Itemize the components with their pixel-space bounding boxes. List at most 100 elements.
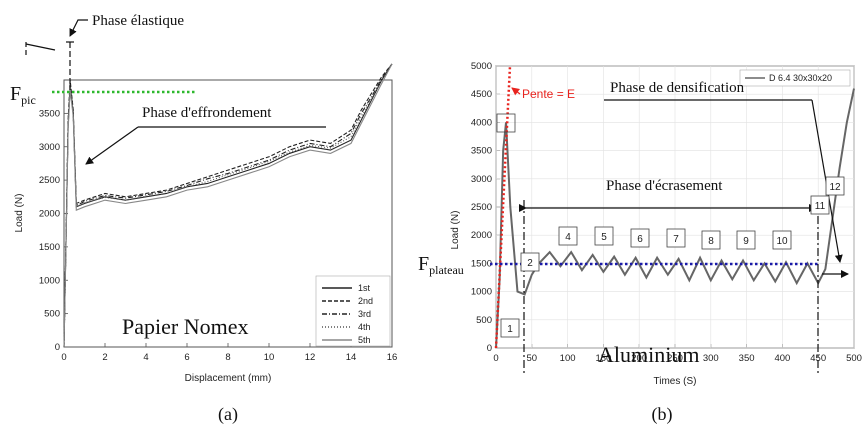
x-tick-label: 6 <box>184 352 189 363</box>
x-tick-label: 10 <box>264 352 275 363</box>
event-box-label: 11 <box>815 201 826 212</box>
x-tick-label: 350 <box>739 353 755 364</box>
material-b-label: Aluminium <box>598 342 699 367</box>
y-tick-label: 500 <box>476 315 492 326</box>
chart-a-legend-box <box>315 275 391 347</box>
y-tick-label: 500 <box>44 309 60 320</box>
collapse-phase-label: Phase d'effrondement <box>142 105 272 121</box>
y-tick-label: 1000 <box>39 275 60 286</box>
legend-label-5: 5th <box>358 335 371 345</box>
series-line-2 <box>63 63 393 348</box>
y-tick-label: 1000 <box>471 287 492 298</box>
x-tick-label: 14 <box>346 352 357 363</box>
series-line-3 <box>63 63 393 348</box>
event-box-12 <box>825 176 845 196</box>
y-tick-label: 2000 <box>39 209 60 220</box>
x-tick-label: 100 <box>560 353 576 364</box>
event-box-label: 1 <box>507 324 513 335</box>
event-box-2 <box>520 252 540 272</box>
y-tick-label: 4000 <box>471 117 492 128</box>
chart-a: 0 2 4 6 8 10 12 14 16 0 500 1000 1500 2000 2500 3000 350… <box>10 13 397 425</box>
y-tick-label: 0 <box>487 343 492 354</box>
event-box-label: 4 <box>565 232 571 243</box>
y-tick-label: 2000 <box>471 230 492 241</box>
chart-b-ylabel: Load (N) <box>450 211 461 250</box>
chart-a-ylabel: Load (N) <box>14 194 25 233</box>
y-tick-label: 1500 <box>471 258 492 269</box>
x-tick-label: 12 <box>305 352 316 363</box>
legend-label-1: 1st <box>358 283 371 293</box>
legend-label-2: 2nd <box>358 296 373 306</box>
y-tick-label: 5000 <box>471 61 492 72</box>
event-box-label: 6 <box>637 234 643 245</box>
chart-b-legend: D 6.4 30x30x20 <box>739 69 851 87</box>
y-tick-label: 3500 <box>471 146 492 157</box>
x-tick-label: 16 <box>387 352 398 363</box>
x-tick-label: 50 <box>527 353 538 364</box>
chart-a-series <box>63 63 393 348</box>
event-box-8 <box>701 230 721 250</box>
fpic-subscript: pic <box>21 93 36 107</box>
y-tick-label: 0 <box>55 342 60 353</box>
x-tick-label: 300 <box>703 353 719 364</box>
series-line-1 <box>495 88 855 349</box>
x-tick-label: 400 <box>774 353 790 364</box>
x-tick-label: 4 <box>143 352 148 363</box>
elastic-phase-label: Phase élastique <box>92 13 184 29</box>
y-tick-label: 3000 <box>39 142 60 153</box>
fplateau-label: Fplateau <box>418 253 464 277</box>
y-tick-label: 4500 <box>471 89 492 100</box>
material-a-label: Papier Nomex <box>122 314 248 339</box>
fpic-letter: F <box>10 83 21 105</box>
collapse-arrow <box>85 126 139 165</box>
slope-line <box>494 65 512 349</box>
chart-a-xlabel: Displacement (mm) <box>185 373 272 384</box>
y-tick-label: 3500 <box>39 108 60 119</box>
legend-label-4: 4th <box>358 322 371 332</box>
y-tick-label: 2500 <box>39 175 60 186</box>
event-box-label: 8 <box>708 236 714 247</box>
elastic-bracket-slope <box>25 43 56 51</box>
crushing-label: Phase d'écrasement <box>606 178 723 194</box>
event-box-5 <box>594 226 614 246</box>
event-box-7 <box>666 228 686 248</box>
chart-b-xlabel: Times (S) <box>654 376 697 387</box>
y-tick-label: 2500 <box>471 202 492 213</box>
event-box-4 <box>558 226 578 246</box>
y-tick-label: 1500 <box>39 242 60 253</box>
y-tick-label: 3000 <box>471 174 492 185</box>
caption-a: (a) <box>218 404 238 425</box>
x-tick-label: 500 <box>846 353 862 364</box>
event-box-label: 5 <box>601 232 607 243</box>
event-box-label: 2 <box>527 258 533 269</box>
chart-b-legend-box <box>739 69 851 87</box>
series-line-5 <box>63 63 393 348</box>
event-box-1 <box>500 318 520 338</box>
slope-arrow <box>511 87 521 96</box>
x-tick-label: 450 <box>810 353 826 364</box>
fplateau-subscript: plateau <box>429 263 464 277</box>
x-tick-label: 0 <box>493 353 498 364</box>
legend-label-b: D 6.4 30x30x20 <box>769 73 832 83</box>
legend-label-3: 3rd <box>358 309 371 319</box>
chart-b: 0 50 100 150 200 250 300 350 400 450 5000500100015… <box>418 61 862 425</box>
series-line-4 <box>63 63 393 348</box>
x-tick-label: 8 <box>225 352 230 363</box>
x-tick-label: 250 <box>667 353 683 364</box>
chart-b-series <box>495 88 855 349</box>
x-tick-label: 2 <box>102 352 107 363</box>
x-tick-label: 150 <box>595 353 611 364</box>
densification-label: Phase de densification <box>610 80 745 96</box>
fplateau-letter: F <box>418 253 429 275</box>
elastic-phase-arrow <box>69 19 88 37</box>
event-box-11 <box>810 195 830 215</box>
peak-box <box>496 113 516 133</box>
chart-a-legend: 1st 2nd 3rd 4th 5th <box>315 275 391 347</box>
x-tick-label: 200 <box>631 353 647 364</box>
slope-label: Pente = E <box>522 87 575 101</box>
caption-b: (b) <box>652 404 673 425</box>
chart-a-ticks: 0 2 4 6 8 10 12 14 16 0 500 1000 1500 2000 2500 3000 350… <box>39 108 397 363</box>
event-box-label: 7 <box>673 234 679 245</box>
